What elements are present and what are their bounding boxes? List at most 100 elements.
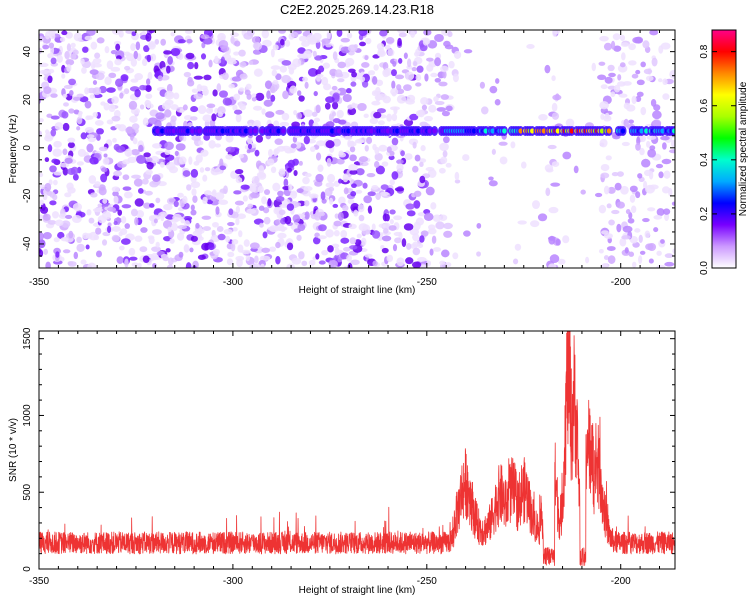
- heatmap-cell: [371, 76, 378, 85]
- heatmap-cell: [279, 65, 288, 73]
- heatmap-cell: [373, 111, 382, 119]
- heatmap-cell: [430, 72, 438, 78]
- figure-title: C2E2.2025.269.14.23.R18: [280, 2, 434, 17]
- heatmap-cell: [384, 44, 391, 50]
- heatmap-cell: [481, 106, 489, 115]
- heatmap-cell: [512, 258, 519, 265]
- heatmap-cell: [651, 57, 658, 67]
- heatmap-cell: [61, 30, 68, 36]
- heatmap-cell: [603, 255, 609, 260]
- heatmap-cell: [621, 52, 626, 61]
- heatmap-cell: [374, 152, 383, 161]
- heatmap-cell: [619, 62, 626, 68]
- heatmap-cell: [164, 109, 172, 118]
- heatmap-cell: [332, 138, 341, 147]
- heatmap-cell: [135, 41, 141, 51]
- heatmap-cell: [148, 41, 156, 50]
- heatmap-cell: [113, 220, 118, 226]
- heatmap-cell: [411, 67, 417, 72]
- heatmap-cell: [662, 208, 671, 215]
- heatmap-cell: [264, 80, 273, 89]
- heatmap-cell: [656, 208, 665, 216]
- heatmap-cell: [358, 214, 365, 222]
- heatmap-cell: [168, 166, 179, 174]
- heatmap-cell: [364, 55, 369, 61]
- heatmap-cell: [133, 50, 138, 60]
- heatmap-cell: [186, 184, 192, 191]
- heatmap-cell: [62, 249, 71, 254]
- heatmap-cell: [141, 58, 148, 67]
- heatmap-cell: [44, 157, 50, 163]
- heatmap-cell: [163, 203, 173, 211]
- heatmap-cell: [600, 84, 608, 90]
- heatmap-cell: [39, 184, 46, 190]
- heatmap-cell: [275, 109, 285, 115]
- heatmap-cell: [206, 199, 214, 205]
- heatmap-cell: [649, 30, 659, 36]
- heatmap-cell: [346, 32, 353, 39]
- heatmap-cell: [348, 245, 358, 250]
- heatmap-cell: [671, 201, 675, 206]
- heatmap-cell: [122, 159, 131, 165]
- heatmap-cell: [415, 217, 425, 226]
- heatmap-cell: [377, 93, 387, 101]
- heatmap-cell: [167, 264, 174, 268]
- heatmap-cell: [76, 126, 81, 131]
- heatmap-cell: [342, 173, 349, 183]
- heatmap-cell: [152, 143, 162, 149]
- heatmap-cell: [479, 81, 485, 89]
- heatmap-cell: [520, 161, 527, 169]
- heatmap-cell: [164, 90, 175, 100]
- heatmap-cell: [42, 232, 52, 240]
- heatmap-cell: [347, 198, 355, 205]
- heatmap-cell: [293, 169, 298, 177]
- heatmap-cell: [39, 69, 50, 75]
- heatmap-cell: [367, 70, 376, 76]
- heatmap-cell: [405, 242, 412, 250]
- heatmap-cell: [88, 217, 95, 224]
- heatmap-cell: [318, 224, 327, 232]
- heatmap-cell: [403, 52, 408, 59]
- heatmap-cell: [452, 73, 459, 83]
- heatmap-cell: [55, 219, 64, 227]
- heatmap-cell: [261, 30, 270, 39]
- heatmap-cell: [359, 41, 366, 47]
- heatmap-cell: [248, 60, 254, 65]
- heatmap-cell: [141, 178, 149, 185]
- heatmap-cell: [412, 247, 421, 256]
- heatmap-cell: [212, 221, 219, 228]
- heatmap-cell: [463, 230, 471, 237]
- colorbar-gradient: [711, 29, 737, 269]
- heatmap-y-ticks: -40 -20 0 20 40: [22, 39, 675, 269]
- heatmap-cell: [103, 153, 108, 158]
- heatmap-cell: [90, 41, 98, 50]
- heatmap-cell: [100, 173, 108, 183]
- heatmap-cell: [326, 173, 336, 183]
- heatmap-cell: [232, 227, 238, 232]
- heatmap-cell: [453, 50, 462, 59]
- heatmap-cell: [550, 182, 561, 187]
- heatmap-cell: [366, 172, 376, 178]
- heatmap-cell: [551, 102, 558, 112]
- heatmap-cell: [301, 40, 310, 47]
- heatmap-cell: [601, 263, 609, 268]
- heatmap-cell: [294, 202, 302, 207]
- heatmap-cell: [134, 128, 139, 134]
- heatmap-cell: [303, 50, 312, 59]
- heatmap-cell: [56, 54, 63, 63]
- heatmap-cell: [270, 94, 276, 102]
- heatmap-cell: [208, 59, 213, 68]
- heatmap-cell: [422, 38, 429, 46]
- heatmap-cell: [440, 94, 450, 100]
- heatmap-cell: [275, 196, 285, 202]
- heatmap-cell: [396, 84, 402, 91]
- heatmap-cell: [179, 108, 185, 113]
- heatmap-cell: [114, 58, 122, 66]
- heatmap-cell: [428, 104, 437, 113]
- heatmap-cell: [635, 95, 642, 103]
- heatmap-cell: [426, 57, 434, 62]
- heatmap-cell: [404, 71, 415, 81]
- heatmap-cell: [171, 128, 177, 134]
- heatmap-cell: [94, 52, 101, 59]
- heatmap-cell: [242, 195, 248, 202]
